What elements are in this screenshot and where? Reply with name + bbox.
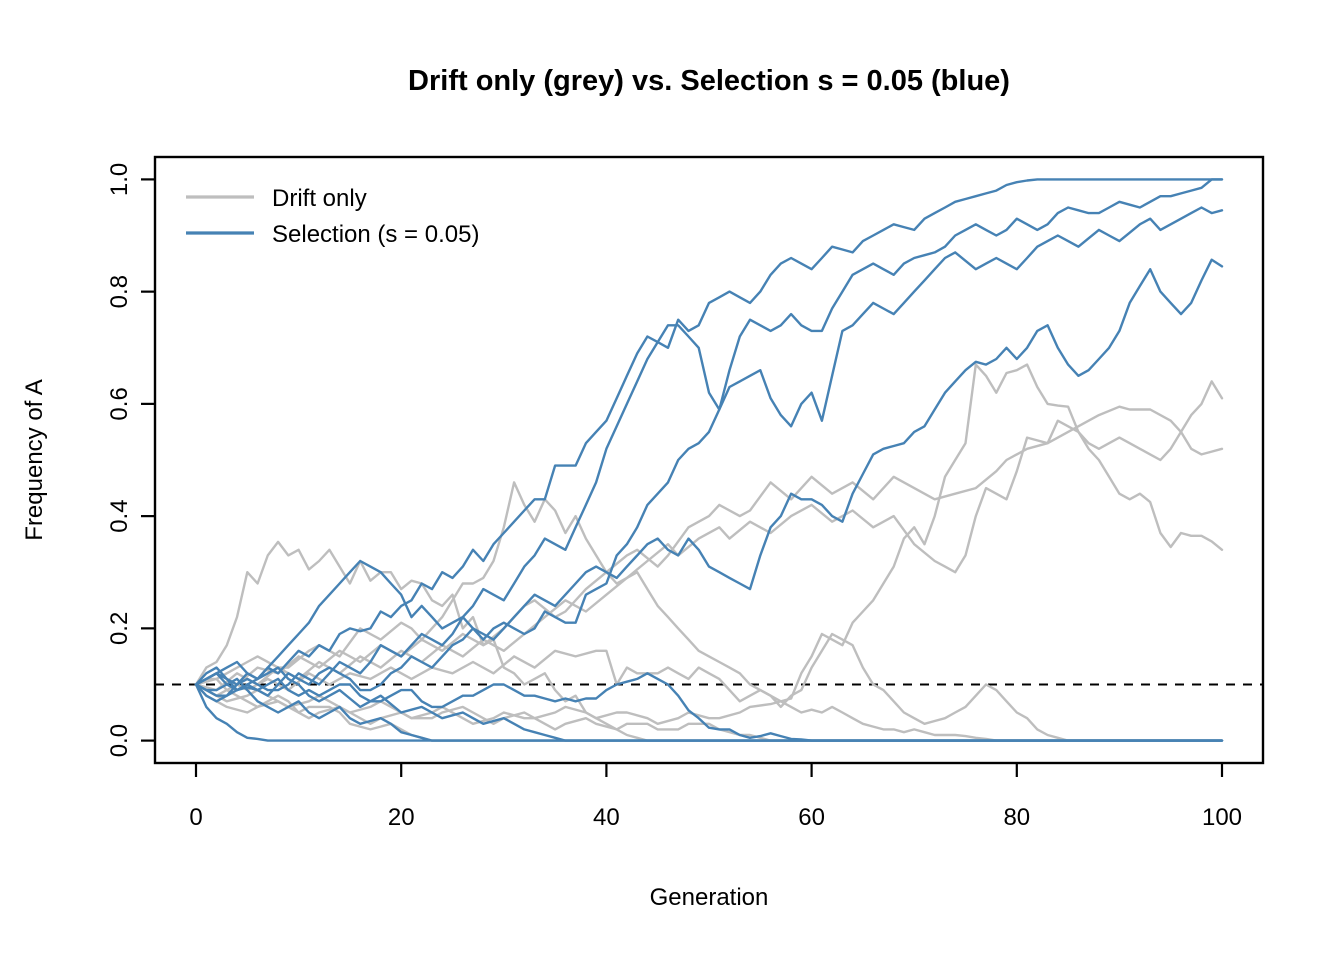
x-tick-label: 40 (593, 804, 620, 831)
series-line-drift-8 (194, 481, 1224, 742)
series-line-selection-5 (194, 206, 1224, 692)
x-tick-label: 60 (798, 804, 825, 831)
plot-box (153, 155, 1265, 765)
series-line-drift-7 (194, 677, 1224, 742)
x-tick-label: 100 (1202, 804, 1242, 831)
x-axis-title: Generation (650, 884, 769, 911)
series-line-selection-8 (194, 660, 1224, 742)
y-tick-label: 0.6 (106, 387, 133, 420)
y-tick-label: 0.0 (106, 724, 133, 757)
series-line-drift-1 (194, 540, 1224, 742)
y-tick-label: 0.8 (106, 275, 133, 308)
x-tick-label: 80 (1003, 804, 1030, 831)
y-tick-label: 0.2 (106, 612, 133, 645)
series-line-selection-7 (194, 677, 1224, 742)
series-line-selection-1 (194, 683, 1224, 742)
series-line-drift-5 (194, 632, 1224, 742)
series-line-selection-3 (194, 178, 1224, 686)
axes-layer: 0 20 40 60 80 100 0.0 0.2 0.4 0.6 0.8 1.0 (106, 163, 1242, 831)
series-line-selection-6 (194, 258, 1224, 703)
series-line-drift-6 (194, 683, 1224, 742)
y-axis-title: Frequency of A (21, 379, 48, 540)
y-tick-label: 0.4 (106, 499, 133, 532)
series-line-selection-2 (194, 672, 1224, 742)
legend: Drift only Selection (s = 0.05) (186, 185, 479, 248)
x-tick-label: 0 (189, 804, 202, 831)
legend-label-drift: Drift only (272, 185, 367, 212)
series-line-selection-4 (194, 178, 1224, 697)
data-layer (155, 178, 1263, 742)
chart-title: Drift only (grey) vs. Selection s = 0.05… (408, 65, 1010, 97)
y-tick-label: 1.0 (106, 163, 133, 196)
legend-label-selection: Selection (s = 0.05) (272, 221, 479, 248)
series-line-drift-2 (194, 363, 1224, 725)
x-tick-label: 20 (388, 804, 415, 831)
